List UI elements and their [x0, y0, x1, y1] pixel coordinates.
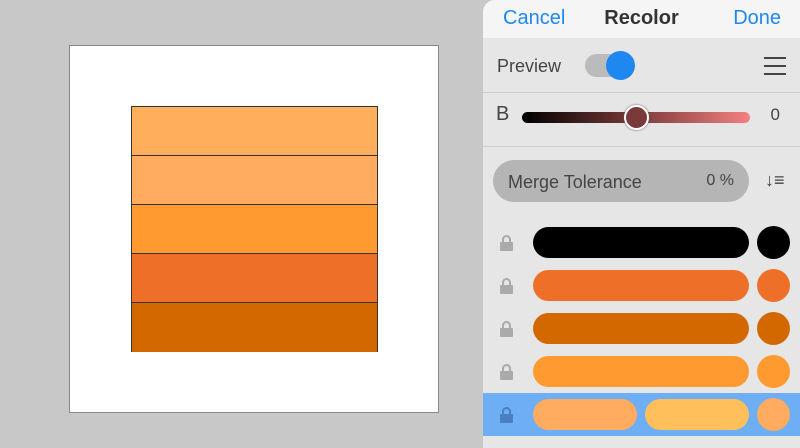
color-swatch[interactable] — [757, 355, 790, 388]
color-swatch[interactable] — [757, 398, 790, 431]
slider-thumb[interactable] — [624, 105, 649, 130]
color-row[interactable] — [483, 350, 800, 393]
color-stripe — [132, 254, 377, 303]
b-slider[interactable] — [522, 105, 750, 130]
slider-row: B 0 — [483, 98, 800, 138]
toggle-knob — [606, 51, 635, 80]
cancel-button[interactable]: Cancel — [503, 7, 566, 29]
color-stripe — [132, 303, 377, 352]
recolor-panel: Cancel Recolor Done Preview B 0 Merge To… — [483, 0, 800, 448]
unlock-icon[interactable] — [500, 364, 514, 380]
divider — [483, 146, 800, 147]
color-pill[interactable] — [533, 313, 749, 344]
color-stripes — [131, 106, 378, 352]
preview-label: Preview — [497, 56, 562, 76]
color-stripe — [132, 205, 377, 254]
divider — [483, 92, 800, 93]
color-row[interactable] — [483, 221, 800, 264]
unlock-icon[interactable] — [500, 407, 514, 423]
color-row[interactable] — [483, 307, 800, 350]
unlock-icon[interactable] — [500, 321, 514, 337]
color-row[interactable] — [483, 264, 800, 307]
panel-title: Recolor — [604, 7, 679, 29]
preview-row: Preview — [483, 38, 800, 92]
unlock-icon[interactable] — [500, 235, 514, 251]
color-pill[interactable] — [533, 227, 749, 258]
color-stripe — [132, 107, 377, 156]
color-pill[interactable] — [533, 270, 749, 301]
color-row[interactable] — [483, 393, 800, 436]
channel-label: B — [496, 103, 510, 125]
color-swatch[interactable] — [757, 226, 790, 259]
slider-value: 0 — [770, 105, 780, 124]
color-pill[interactable] — [533, 356, 749, 387]
color-swatch[interactable] — [757, 312, 790, 345]
merge-tolerance-button[interactable]: Merge Tolerance 0 % — [493, 160, 749, 202]
hamburger-icon[interactable] — [764, 57, 786, 81]
color-stripe — [132, 156, 377, 205]
merge-value: 0 % — [706, 172, 734, 189]
color-pill[interactable] — [645, 399, 749, 430]
header: Cancel Recolor Done — [483, 0, 800, 38]
image-canvas[interactable] — [69, 45, 439, 413]
merge-label: Merge Tolerance — [508, 172, 642, 192]
color-swatch[interactable] — [757, 269, 790, 302]
done-button[interactable]: Done — [733, 7, 781, 29]
sort-descending-icon[interactable]: ↓≡ — [765, 170, 785, 190]
color-pill[interactable] — [533, 399, 637, 430]
unlock-icon[interactable] — [500, 278, 514, 294]
preview-toggle[interactable] — [585, 51, 635, 80]
